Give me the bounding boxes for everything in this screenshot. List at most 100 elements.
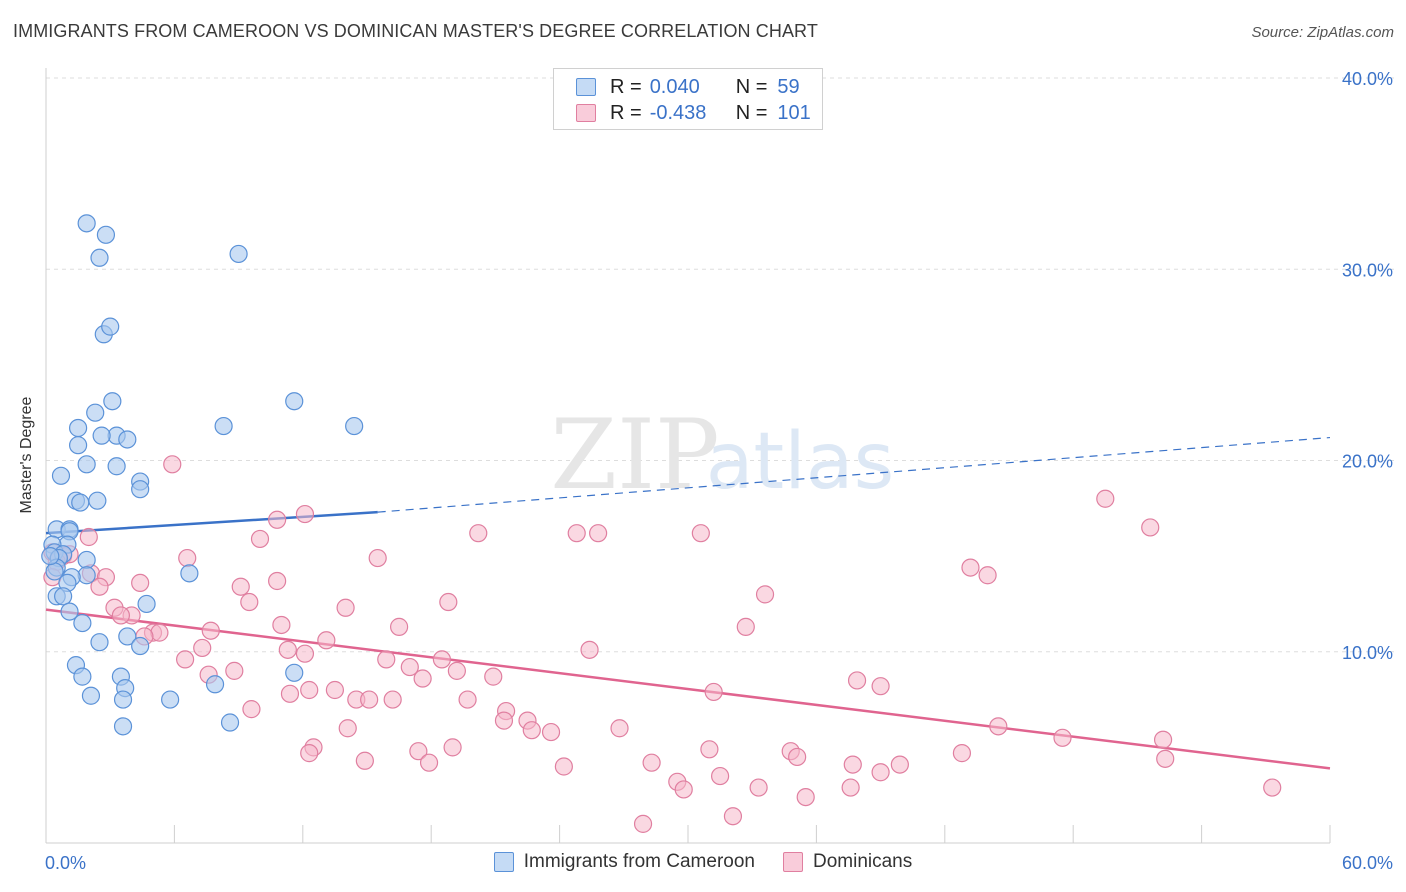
gridlines xyxy=(46,77,1394,653)
cameroon-point xyxy=(107,457,126,476)
dominicans-point xyxy=(240,592,259,612)
dominicans-point xyxy=(710,766,730,786)
n-value: 59 xyxy=(777,75,800,98)
dominicans-point xyxy=(871,763,890,782)
cameroon-points xyxy=(41,214,364,736)
dominicans-point xyxy=(674,780,693,799)
cameroon-point xyxy=(41,547,60,566)
dominicans-point xyxy=(280,684,300,703)
x-tick-label: 60.0% xyxy=(1342,853,1393,873)
cameroon-point xyxy=(229,244,248,264)
dominicans-point xyxy=(383,690,402,709)
cameroon-point xyxy=(131,636,150,656)
dominicans-point xyxy=(961,558,980,577)
dominicans-point xyxy=(567,524,586,543)
cameroon-point xyxy=(285,663,304,682)
y-tick-label: 10.0% xyxy=(1342,643,1393,663)
dominicans-point xyxy=(796,787,815,807)
cameroon-point xyxy=(54,587,73,606)
dominicans-point xyxy=(841,778,860,797)
cameroon-point xyxy=(180,564,199,583)
n-label: N = xyxy=(735,101,768,124)
dominicans-point xyxy=(268,571,287,591)
legend-label-cameroon: Immigrants from Cameroon xyxy=(523,851,755,872)
dominicans-point xyxy=(317,631,336,650)
dominicans-point xyxy=(989,717,1008,736)
watermark-zip: ZIP xyxy=(550,399,719,511)
dominicans-point xyxy=(755,585,775,604)
cameroon-trend-extension xyxy=(377,436,1331,513)
dominicans-point xyxy=(554,757,573,776)
dominicans-point xyxy=(413,669,432,688)
cameroon-point xyxy=(118,627,137,646)
cameroon-point xyxy=(131,480,150,499)
cameroon-point xyxy=(73,613,92,633)
watermark-atlas: atlas xyxy=(706,417,895,507)
cameroon-point xyxy=(101,317,120,336)
dominicans-point xyxy=(704,682,723,702)
axes xyxy=(45,68,1331,844)
dominicans-point xyxy=(419,753,439,772)
dominicans-point xyxy=(250,529,270,549)
cameroon-point xyxy=(81,686,101,705)
legend-row-cameroon: R = 0.040 N = 59 xyxy=(576,74,800,100)
cameroon-point xyxy=(214,416,233,436)
watermark: ZIP atlas xyxy=(550,399,894,511)
dominicans-point xyxy=(176,650,195,669)
dominicans-point xyxy=(231,577,250,596)
cameroon-point xyxy=(60,602,79,621)
legend-item-cameroon[interactable]: Immigrants from Cameroon xyxy=(493,851,755,873)
dominicans-point xyxy=(439,592,458,612)
dominicans-point xyxy=(193,638,212,658)
trend-lines xyxy=(45,436,1331,770)
dominicans-point xyxy=(242,700,261,719)
cameroon-point xyxy=(77,566,96,585)
source-credit: Source: ZipAtlas.com xyxy=(1251,24,1394,41)
dominicans-point xyxy=(201,621,220,640)
dominicans-point xyxy=(178,548,197,568)
dominicans-point xyxy=(225,661,244,680)
r-value: -0.438 xyxy=(649,101,707,124)
cameroon-point xyxy=(77,214,96,233)
y-tick-label: 20.0% xyxy=(1342,452,1393,472)
dominicans-trend-line xyxy=(45,608,1331,770)
dominicans-point xyxy=(484,667,503,686)
legend-item-dominicans[interactable]: Dominicans xyxy=(782,851,913,873)
dominicans-point xyxy=(447,661,466,680)
dominicans-swatch xyxy=(576,104,596,122)
series-legend: Immigrants from Cameroon Dominicans xyxy=(0,851,1406,873)
dominicans-point xyxy=(300,680,319,700)
cameroon-point xyxy=(113,690,133,709)
dominicans-point xyxy=(400,657,419,677)
legend-row-dominicans: R = -0.438 N = 101 xyxy=(576,100,811,126)
dominicans-point xyxy=(736,617,755,636)
dominicans-point xyxy=(610,719,629,738)
dominicans-point xyxy=(131,573,150,593)
cameroon-point xyxy=(161,690,180,709)
y-tick-label: 40.0% xyxy=(1342,69,1393,89)
dominicans-point xyxy=(79,527,98,547)
r-label: R = xyxy=(610,101,642,124)
dominicans-point xyxy=(1156,749,1175,768)
tick-labels: 10.0% 20.0% 30.0% 40.0% 0.0% 60.0% xyxy=(45,69,1393,873)
dominicans-point xyxy=(469,524,488,543)
dominicans-point xyxy=(272,615,291,635)
dominicans-point xyxy=(295,644,315,663)
cameroon-point xyxy=(103,392,122,411)
dominicans-point xyxy=(723,807,743,826)
x-tick-label: 0.0% xyxy=(45,853,86,873)
dominicans-point xyxy=(432,650,451,669)
dominicans-point xyxy=(847,671,867,690)
cameroon-point xyxy=(68,418,88,438)
dominicans-point xyxy=(700,740,719,759)
dominicans-point xyxy=(580,640,599,659)
cameroon-point xyxy=(88,491,107,510)
n-label: N = xyxy=(735,75,768,98)
dominicans-point xyxy=(268,510,287,529)
dominicans-point xyxy=(458,690,477,709)
legend-label-dominicans: Dominicans xyxy=(812,851,913,872)
dominicans-point xyxy=(633,814,653,833)
dominicans-point xyxy=(377,650,396,669)
dominicans-points xyxy=(43,455,1282,833)
